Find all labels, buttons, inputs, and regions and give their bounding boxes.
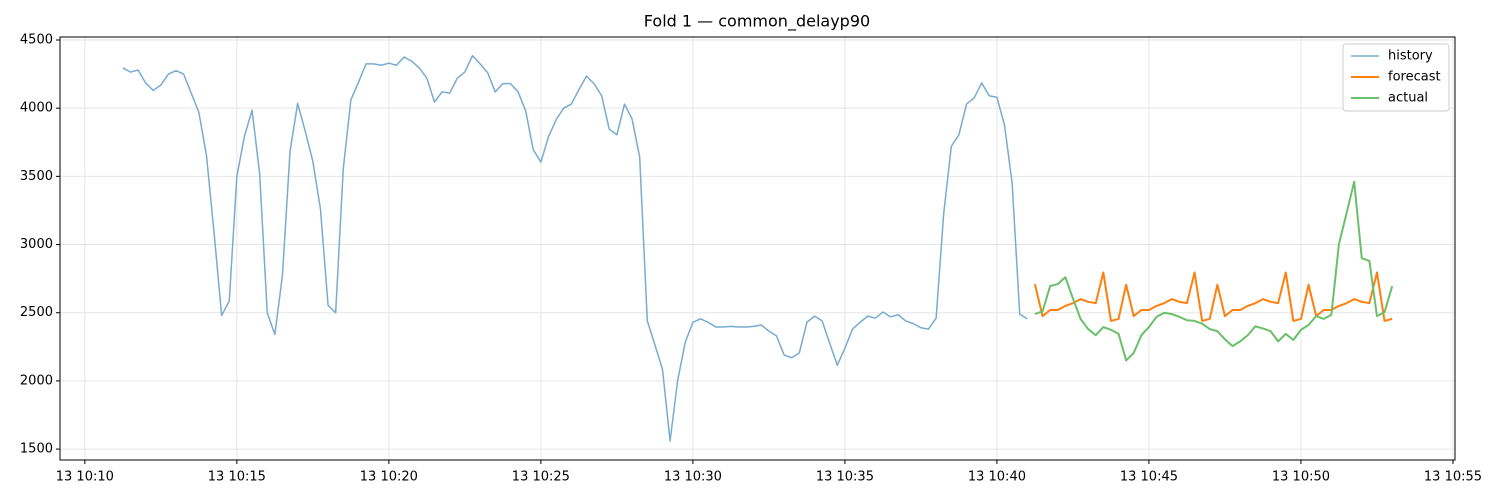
- y-tick-label: 2500: [20, 305, 53, 320]
- y-tick-label: 3500: [20, 169, 53, 184]
- plot-frame: [59, 36, 1456, 461]
- y-tick-label: 4000: [20, 101, 53, 116]
- legend-label: history: [1388, 49, 1433, 64]
- y-tick-label: 2000: [20, 373, 53, 388]
- x-tick-label: 13 10:15: [208, 470, 266, 485]
- x-tick-label: 13 10:10: [56, 470, 114, 485]
- x-tick-label: 13 10:25: [512, 470, 570, 485]
- x-tick-label: 13 10:20: [360, 470, 418, 485]
- legend-label: forecast: [1388, 70, 1441, 85]
- chart-title: Fold 1 — common_delayp90: [644, 12, 870, 32]
- series-line: [1034, 180, 1394, 362]
- series-line: [122, 54, 1028, 442]
- y-tick-label: 4500: [20, 33, 53, 48]
- x-tick-label: 13 10:55: [1424, 470, 1482, 485]
- y-tick-label: 3000: [20, 237, 53, 252]
- x-tick-label: 13 10:50: [1272, 470, 1330, 485]
- legend: history forecast actual: [1342, 43, 1450, 112]
- legend-label: actual: [1388, 91, 1428, 106]
- x-tick-label: 13 10:35: [816, 470, 874, 485]
- x-tick-label: 13 10:45: [1120, 470, 1178, 485]
- x-tick-label: 13 10:40: [968, 470, 1026, 485]
- y-tick-label: 1500: [20, 442, 53, 457]
- legend-box: [1342, 43, 1450, 112]
- x-tick-label: 13 10:30: [664, 470, 722, 485]
